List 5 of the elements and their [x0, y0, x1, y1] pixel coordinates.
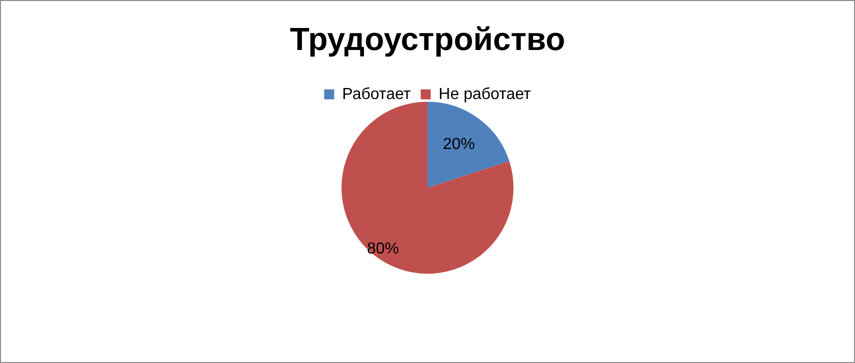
data-label: 80% — [367, 240, 400, 258]
legend-label: Работает — [342, 86, 412, 103]
data-label: 20% — [442, 136, 475, 153]
legend-label: Не работает — [438, 86, 532, 103]
chart-title: Трудоустройство — [290, 21, 566, 58]
